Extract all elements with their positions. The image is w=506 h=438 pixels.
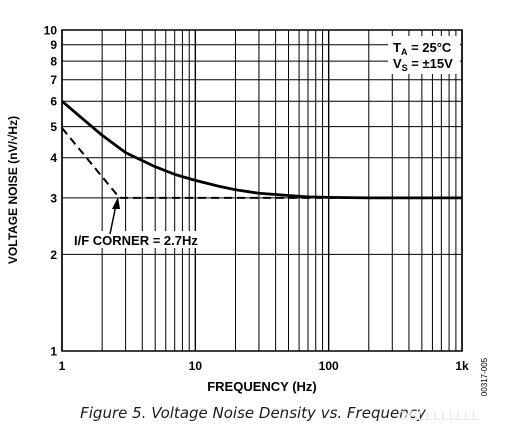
conditions-box-bg	[388, 36, 460, 74]
y-tick-label: 10	[44, 24, 58, 38]
condition-vs-sub: S	[402, 63, 408, 73]
conditions-box: TA = 25°C VS = ±15V	[388, 36, 460, 74]
x-tick-label: 100	[319, 359, 339, 373]
x-axis-label: FREQUENCY (Hz)	[207, 379, 317, 394]
figure-caption: Figure 5. Voltage Noise Density vs. Freq…	[80, 404, 426, 422]
y-tick-labels: 1 2 3 4 5 6 7 8 910	[44, 24, 58, 359]
condition-vs: VS = ±15V	[393, 56, 453, 73]
condition-ta-main: T	[393, 40, 401, 55]
corner-label: I/F CORNER = 2.7Hz	[74, 233, 198, 248]
y-tick-label: 5	[50, 120, 57, 134]
chart-grid-major	[61, 30, 463, 351]
y-tick-label: 7	[50, 73, 57, 87]
series-line-solid	[61, 100, 462, 200]
plot-frame	[61, 29, 463, 352]
chart-grid-minor	[62, 29, 462, 352]
x-tick-label: 10	[189, 359, 203, 373]
y-tick-label: 6	[50, 95, 57, 109]
figure-code: 00317-005	[480, 357, 489, 396]
corner-annotation: I/F CORNER = 2.7Hz	[70, 197, 212, 248]
corner-arrow-line	[109, 204, 117, 235]
condition-ta-sub: A	[401, 47, 408, 57]
condition-ta-rest: = 25°C	[407, 40, 451, 55]
x-tick-labels: 1 10 100 1k	[59, 359, 469, 373]
y-tick-label: 3	[50, 191, 57, 205]
corner-label-bg	[70, 231, 212, 248]
condition-vs-main: V	[393, 56, 402, 71]
y-tick-label: 4	[50, 151, 57, 165]
condition-ta: TA = 25°C	[393, 40, 452, 57]
x-tick-label: 1	[59, 359, 66, 373]
condition-vs-rest: = ±15V	[408, 56, 453, 71]
x-tick-label: 1k	[455, 359, 469, 373]
y-axis-label: VOLTAGE NOISE (nV/√Hz)	[6, 116, 20, 264]
y-tick-label: 8	[50, 55, 57, 69]
y-tick-label: 9	[50, 38, 57, 52]
series-line-dashed	[61, 127, 462, 199]
corner-arrow-head	[112, 197, 120, 209]
y-tick-label: 2	[50, 248, 57, 262]
watermark-text: OBLLLLLLLL	[398, 408, 480, 423]
y-tick-label: 1	[50, 345, 57, 359]
chart-series-layer	[61, 100, 462, 200]
plot-frame-layer	[61, 29, 463, 352]
